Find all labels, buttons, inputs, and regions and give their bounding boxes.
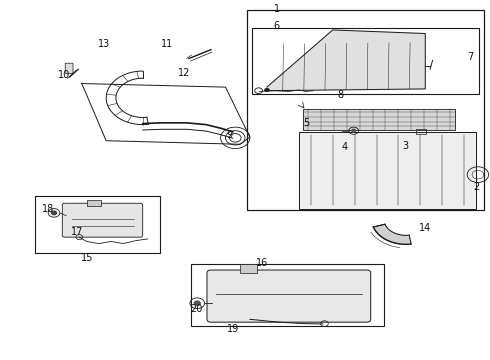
Bar <box>303 109 455 130</box>
Text: 16: 16 <box>256 258 268 268</box>
Text: 20: 20 <box>190 303 202 314</box>
Text: 8: 8 <box>337 90 343 100</box>
Bar <box>192 264 384 327</box>
Circle shape <box>51 211 56 215</box>
Bar <box>298 132 476 208</box>
Text: 3: 3 <box>403 141 409 151</box>
Bar <box>87 201 101 206</box>
Text: 9: 9 <box>226 130 232 140</box>
Circle shape <box>352 129 356 132</box>
Text: 18: 18 <box>42 203 54 213</box>
Polygon shape <box>267 30 425 91</box>
FancyBboxPatch shape <box>65 63 73 73</box>
Circle shape <box>195 301 200 305</box>
Text: 6: 6 <box>273 21 280 31</box>
Text: 10: 10 <box>58 69 70 80</box>
Text: 2: 2 <box>473 182 480 192</box>
Text: 13: 13 <box>98 39 110 49</box>
Text: 14: 14 <box>419 223 431 233</box>
Text: 15: 15 <box>80 253 93 263</box>
Text: 11: 11 <box>161 39 173 49</box>
Text: 12: 12 <box>178 68 190 78</box>
Polygon shape <box>373 224 411 244</box>
Text: 1: 1 <box>273 4 280 14</box>
FancyBboxPatch shape <box>62 203 143 237</box>
Text: 4: 4 <box>342 142 348 152</box>
Bar <box>416 129 426 134</box>
Bar <box>240 264 257 273</box>
Circle shape <box>265 88 270 92</box>
Text: 5: 5 <box>303 118 309 128</box>
Text: 19: 19 <box>227 324 239 334</box>
FancyBboxPatch shape <box>207 270 371 322</box>
Bar <box>252 28 479 94</box>
Text: 7: 7 <box>467 52 474 62</box>
Text: 17: 17 <box>71 227 83 237</box>
Bar <box>247 10 484 210</box>
Bar <box>35 196 160 253</box>
